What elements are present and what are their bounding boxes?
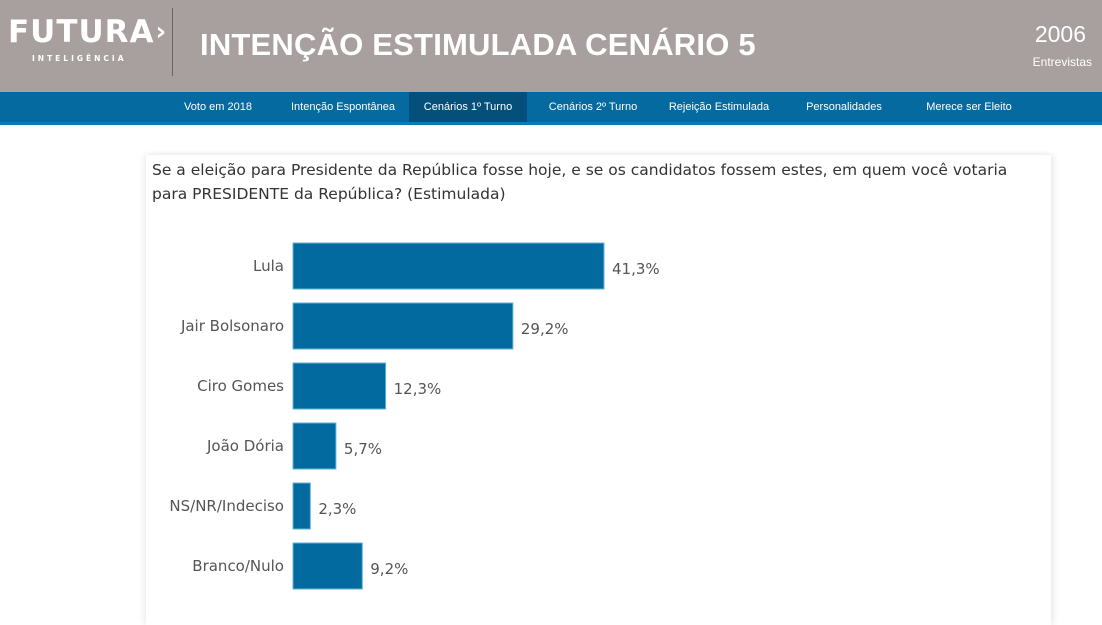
bar-branco-nulo[interactable] [292,542,363,590]
main-nav: Voto em 2018 Intenção Espontânea Cenário… [0,92,1102,125]
bar-ns-nr-indeciso[interactable] [292,482,311,530]
bar-jair-bolsonaro[interactable] [292,302,514,350]
value-label-joao-doria: 5,7% [344,440,382,458]
category-label-ciro-gomes: Ciro Gomes [197,377,284,395]
bar-ciro-gomes[interactable] [292,362,387,410]
value-label-branco-nulo: 9,2% [370,560,408,578]
nav-item-voto-2018[interactable]: Voto em 2018 [184,101,252,113]
bar-joao-doria[interactable] [292,422,337,470]
header-divider [172,8,173,76]
interview-count-label: Entrevistas [1032,55,1092,69]
interview-count: 2006 [1034,21,1086,47]
logo-subtitle: INTELIGÊNCIA [32,54,127,63]
value-label-lula: 41,3% [612,260,660,278]
category-label-lula: Lula [253,257,284,275]
logo-mark-icon: › [155,17,168,47]
nav-item-intencao-espontanea[interactable]: Intenção Espontânea [291,101,395,113]
category-label-joao-doria: João Dória [206,437,284,455]
bar-lula[interactable] [292,242,605,290]
category-label-jair-bolsonaro: Jair Bolsonaro [180,317,284,335]
value-label-ciro-gomes: 12,3% [394,380,442,398]
nav-item-cenarios-2-turno[interactable]: Cenários 2º Turno [548,101,638,113]
nav-item-cenarios-1-turno[interactable]: Cenários 1º Turno [409,92,527,122]
nav-item-rejeicao-estimulada[interactable]: Rejeição Estimulada [668,101,770,113]
category-label-ns-nr-indeciso: NS/NR/Indeciso [169,497,284,515]
page-title: INTENÇÃO ESTIMULADA CENÁRIO 5 [200,27,756,62]
value-label-jair-bolsonaro: 29,2% [521,320,569,338]
chart-title: Se a eleição para Presidente da Repúblic… [152,161,1008,203]
category-label-branco-nulo: Branco/Nulo [192,557,284,575]
nav-item-merece-ser-eleito[interactable]: Merece ser Eleito [926,101,1012,113]
header: FUTURA› INTELIGÊNCIA INTENÇÃO ESTIMULADA… [0,0,1102,92]
futura-logo[interactable]: FUTURA› INTELIGÊNCIA [8,14,166,70]
value-label-ns-nr-indeciso: 2,3% [318,500,356,518]
nav-item-personalidades[interactable]: Personalidades [806,101,882,113]
logo-text: FUTURA [8,14,155,50]
